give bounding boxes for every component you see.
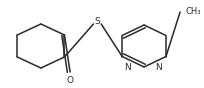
Text: O: O (67, 76, 74, 85)
Text: N: N (124, 64, 131, 73)
Text: CH₃: CH₃ (186, 7, 201, 15)
Text: S: S (94, 18, 100, 26)
Text: N: N (155, 64, 162, 73)
